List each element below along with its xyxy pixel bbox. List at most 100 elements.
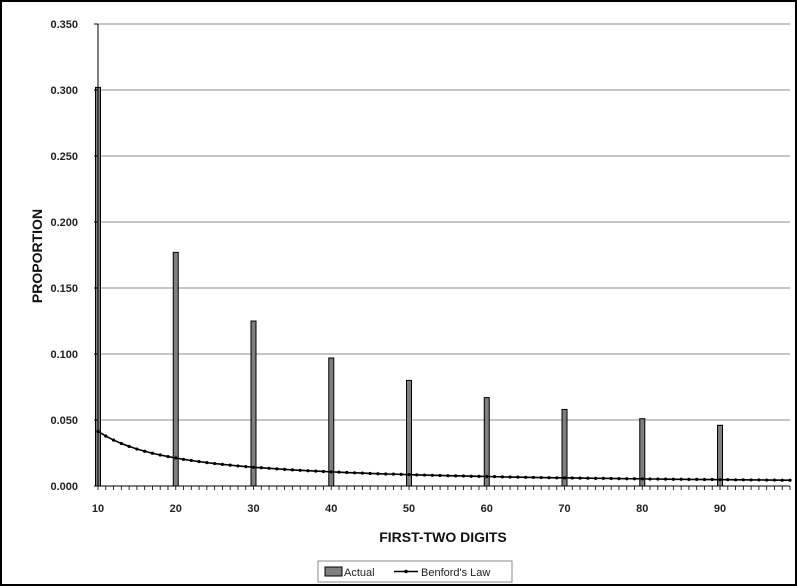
benford-point [213, 461, 217, 466]
benford-point [430, 473, 434, 477]
x-tick-labels: 10 20 30 40 50 60 70 80 90 [92, 503, 726, 515]
benford-point [609, 476, 613, 481]
benford-point [578, 476, 582, 480]
bar-actual [328, 357, 335, 487]
benford-point [586, 476, 590, 480]
benford-point [150, 451, 155, 455]
benford-point [733, 478, 738, 482]
benford-point [648, 477, 652, 481]
benford-point [757, 478, 761, 482]
benford-point [679, 477, 683, 481]
benford-point [695, 477, 699, 481]
benford-point [516, 475, 520, 479]
benford-point [741, 478, 745, 482]
benford-point [718, 478, 722, 482]
benford-point [220, 462, 225, 466]
benford-point [290, 468, 294, 472]
benford-point [127, 444, 131, 448]
benford-point [547, 476, 551, 480]
benford-point [283, 467, 287, 471]
benford-line-group [96, 429, 792, 482]
benford-point [702, 477, 707, 482]
benford-point [640, 477, 644, 481]
y-tick-label: 0.050 [50, 415, 78, 427]
benford-point [166, 454, 170, 459]
benford-point [259, 466, 263, 470]
benford-point [275, 467, 279, 471]
benford-point [765, 478, 769, 482]
benford-point [632, 477, 637, 481]
benford-point [306, 469, 310, 473]
benford-point [788, 478, 792, 482]
benford-point [485, 474, 489, 479]
legend: Actual Benford's Law [317, 560, 513, 583]
benford-point [438, 473, 442, 478]
legend-label-benford: Benford's Law [421, 567, 490, 579]
benford-point [384, 472, 388, 476]
benford-point [368, 471, 372, 476]
y-tick-label: 0.300 [50, 85, 78, 97]
benford-point [617, 477, 621, 481]
benford-point [477, 474, 481, 478]
bar-actual [172, 251, 179, 487]
y-axis-title: PROPORTION [29, 209, 45, 303]
benford-point [236, 464, 240, 468]
benford-point [321, 469, 326, 474]
benford-point [671, 477, 675, 481]
benford-point [749, 478, 753, 482]
y-tick-label: 0.150 [50, 283, 78, 295]
benford-point [251, 465, 256, 469]
bar-actual [406, 379, 413, 487]
benford-point [189, 458, 193, 463]
x-tick-label: 80 [636, 503, 648, 515]
y-tick-label: 0.250 [50, 151, 78, 163]
benford-point [205, 461, 209, 465]
benford-point [570, 476, 574, 480]
benford-point [562, 476, 567, 480]
benford-point [111, 438, 116, 442]
benford-point [158, 453, 162, 457]
bar-actual [639, 418, 646, 487]
benford-point [181, 457, 186, 461]
legend-marker-benford [404, 569, 408, 574]
bar-actual [561, 408, 568, 487]
benford-point [135, 447, 139, 451]
benford-point [119, 441, 123, 446]
benford-point [314, 469, 318, 473]
bar-actual [483, 397, 490, 487]
x-tick-label: 30 [247, 503, 259, 515]
benford-point [555, 476, 559, 480]
actual-bars [95, 86, 724, 487]
y-tick-labels: 0.000 0.050 0.100 0.150 0.200 0.250 0.300 0.350 [50, 19, 98, 493]
benford-point [780, 478, 784, 482]
x-tick-label: 70 [558, 503, 570, 515]
benford-point [104, 434, 108, 438]
legend-label-actual: Actual [344, 567, 375, 579]
benford-point [228, 463, 232, 467]
benford-point [663, 477, 668, 481]
x-tick-label: 40 [325, 503, 337, 515]
benford-point [524, 475, 528, 479]
x-tick-label: 60 [481, 503, 493, 515]
benford-point [772, 478, 777, 482]
x-tick-label: 50 [403, 503, 415, 515]
benford-point [710, 477, 714, 482]
benford-point [656, 477, 660, 481]
benford-point [454, 474, 458, 478]
benford-point [329, 470, 333, 474]
benford-point [415, 473, 419, 477]
benford-point [594, 476, 598, 480]
benford-point [625, 477, 629, 481]
benford-point [531, 475, 536, 480]
benford-point [399, 472, 403, 476]
benford-point [687, 477, 691, 481]
benford-point [352, 471, 357, 475]
benford-point [446, 474, 450, 478]
benford-point [360, 471, 364, 475]
benford-point [391, 472, 396, 476]
benford-point [601, 476, 605, 480]
benford-point [726, 478, 730, 482]
benford-point [143, 449, 147, 453]
